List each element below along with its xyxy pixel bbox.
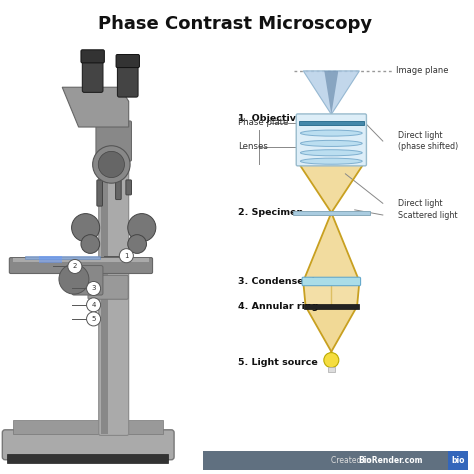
- Bar: [39, 255, 62, 263]
- Text: Scattered light: Scattered light: [398, 210, 457, 219]
- FancyBboxPatch shape: [97, 180, 102, 206]
- Polygon shape: [303, 282, 359, 306]
- FancyBboxPatch shape: [296, 114, 366, 166]
- FancyBboxPatch shape: [116, 180, 121, 200]
- Text: 5. Light source: 5. Light source: [238, 358, 318, 367]
- Text: bio: bio: [451, 456, 465, 465]
- Text: 1. Objective: 1. Objective: [238, 114, 302, 123]
- Polygon shape: [300, 164, 363, 213]
- FancyBboxPatch shape: [81, 50, 104, 63]
- Text: 2: 2: [73, 264, 77, 270]
- Circle shape: [72, 214, 100, 242]
- FancyBboxPatch shape: [99, 151, 128, 436]
- Text: 5: 5: [91, 316, 96, 322]
- Text: 3: 3: [91, 285, 96, 292]
- Bar: [13, 258, 149, 262]
- Text: BioRender.com: BioRender.com: [358, 456, 422, 465]
- FancyBboxPatch shape: [126, 180, 131, 195]
- Circle shape: [87, 298, 100, 312]
- Circle shape: [324, 353, 339, 367]
- FancyBboxPatch shape: [72, 265, 103, 295]
- Polygon shape: [306, 306, 357, 352]
- Text: Image plane: Image plane: [396, 66, 448, 75]
- Ellipse shape: [301, 130, 362, 136]
- Circle shape: [119, 249, 133, 263]
- Text: Direct light
(phase shifted): Direct light (phase shifted): [398, 131, 458, 151]
- Bar: [304, 304, 359, 309]
- Circle shape: [92, 146, 130, 183]
- FancyBboxPatch shape: [88, 275, 128, 299]
- Ellipse shape: [301, 158, 362, 164]
- Bar: [299, 121, 364, 125]
- Polygon shape: [303, 71, 359, 114]
- Polygon shape: [62, 87, 128, 127]
- Bar: [100, 153, 108, 434]
- Bar: [7, 454, 168, 463]
- Text: Lenses: Lenses: [238, 142, 268, 151]
- Circle shape: [87, 312, 100, 326]
- Bar: [202, 451, 465, 470]
- Ellipse shape: [301, 140, 362, 146]
- Text: 4: 4: [91, 302, 96, 308]
- Text: Created in: Created in: [331, 456, 374, 465]
- Polygon shape: [324, 71, 338, 114]
- Text: Direct light: Direct light: [398, 199, 442, 208]
- Text: 2. Specimen: 2. Specimen: [238, 208, 303, 217]
- FancyBboxPatch shape: [118, 60, 138, 97]
- Bar: [293, 210, 370, 215]
- Circle shape: [87, 282, 100, 295]
- Circle shape: [68, 259, 82, 273]
- FancyBboxPatch shape: [9, 257, 153, 273]
- Ellipse shape: [301, 150, 362, 156]
- Circle shape: [98, 151, 125, 178]
- Bar: [13, 420, 163, 434]
- Polygon shape: [303, 213, 359, 282]
- Bar: [328, 366, 335, 372]
- FancyBboxPatch shape: [2, 430, 174, 460]
- Bar: [25, 255, 100, 259]
- Circle shape: [128, 235, 146, 254]
- Circle shape: [128, 214, 156, 242]
- FancyBboxPatch shape: [302, 277, 361, 286]
- Text: 1: 1: [124, 253, 128, 259]
- Text: 4. Annular ring: 4. Annular ring: [238, 302, 318, 311]
- FancyBboxPatch shape: [82, 55, 103, 92]
- Circle shape: [81, 235, 100, 254]
- FancyBboxPatch shape: [96, 121, 131, 161]
- Text: 3. Condenser lens: 3. Condenser lens: [238, 277, 333, 286]
- Bar: [448, 451, 468, 470]
- Circle shape: [59, 264, 89, 294]
- FancyBboxPatch shape: [116, 55, 139, 68]
- Text: Phase Contrast Microscopy: Phase Contrast Microscopy: [98, 15, 373, 33]
- Text: Phase plate: Phase plate: [238, 118, 288, 128]
